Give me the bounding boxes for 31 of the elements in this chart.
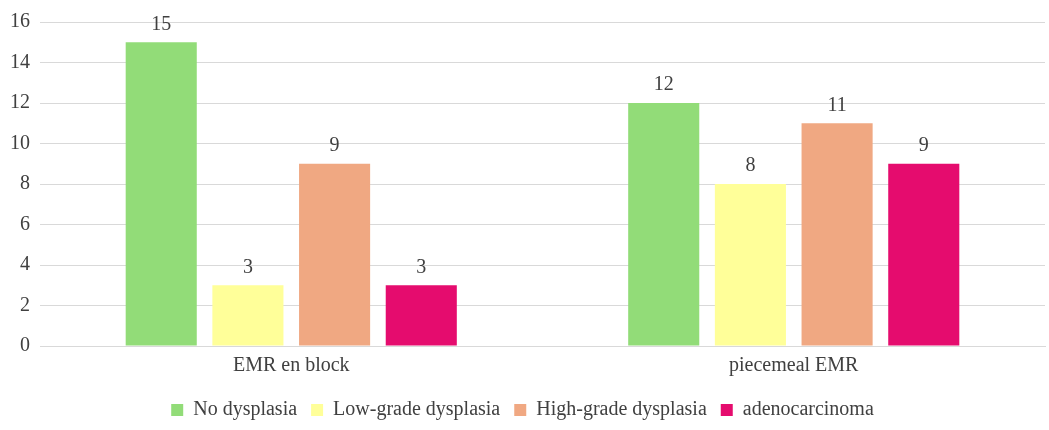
bar xyxy=(628,103,700,346)
bar xyxy=(212,285,284,346)
bar xyxy=(714,184,786,346)
legend-label: adenocarcinoma xyxy=(742,397,874,420)
data-label: 11 xyxy=(827,92,847,115)
y-tick-label: 0 xyxy=(20,333,30,356)
data-label: 15 xyxy=(151,11,172,34)
data-label: 3 xyxy=(416,254,427,277)
y-tick-label: 12 xyxy=(10,90,30,113)
legend-label: High-grade dysplasia xyxy=(536,397,707,421)
data-label: 8 xyxy=(745,153,756,176)
data-label: 9 xyxy=(918,133,929,155)
y-tick-label: 10 xyxy=(10,130,30,153)
legend-label: Low-grade dysplasia xyxy=(333,397,501,421)
bar xyxy=(125,42,197,346)
y-tick-label: 14 xyxy=(10,49,30,72)
bar xyxy=(801,123,873,346)
y-tick-label: 16 xyxy=(10,9,30,32)
bar xyxy=(299,163,371,346)
data-label: 12 xyxy=(653,72,674,95)
legend-label: No dysplasia xyxy=(193,397,298,421)
y-tick-label: 2 xyxy=(20,292,30,315)
y-tick-label: 8 xyxy=(20,171,30,194)
y-tick-label: 6 xyxy=(20,211,30,234)
bar xyxy=(888,163,960,346)
bar xyxy=(385,285,457,346)
x-tick-label: EMR en block xyxy=(232,353,350,376)
data-label: 3 xyxy=(242,254,253,277)
y-tick-label: 4 xyxy=(20,252,30,275)
x-tick-label: piecemeal EMR xyxy=(729,353,860,377)
data-label: 9 xyxy=(329,133,340,155)
